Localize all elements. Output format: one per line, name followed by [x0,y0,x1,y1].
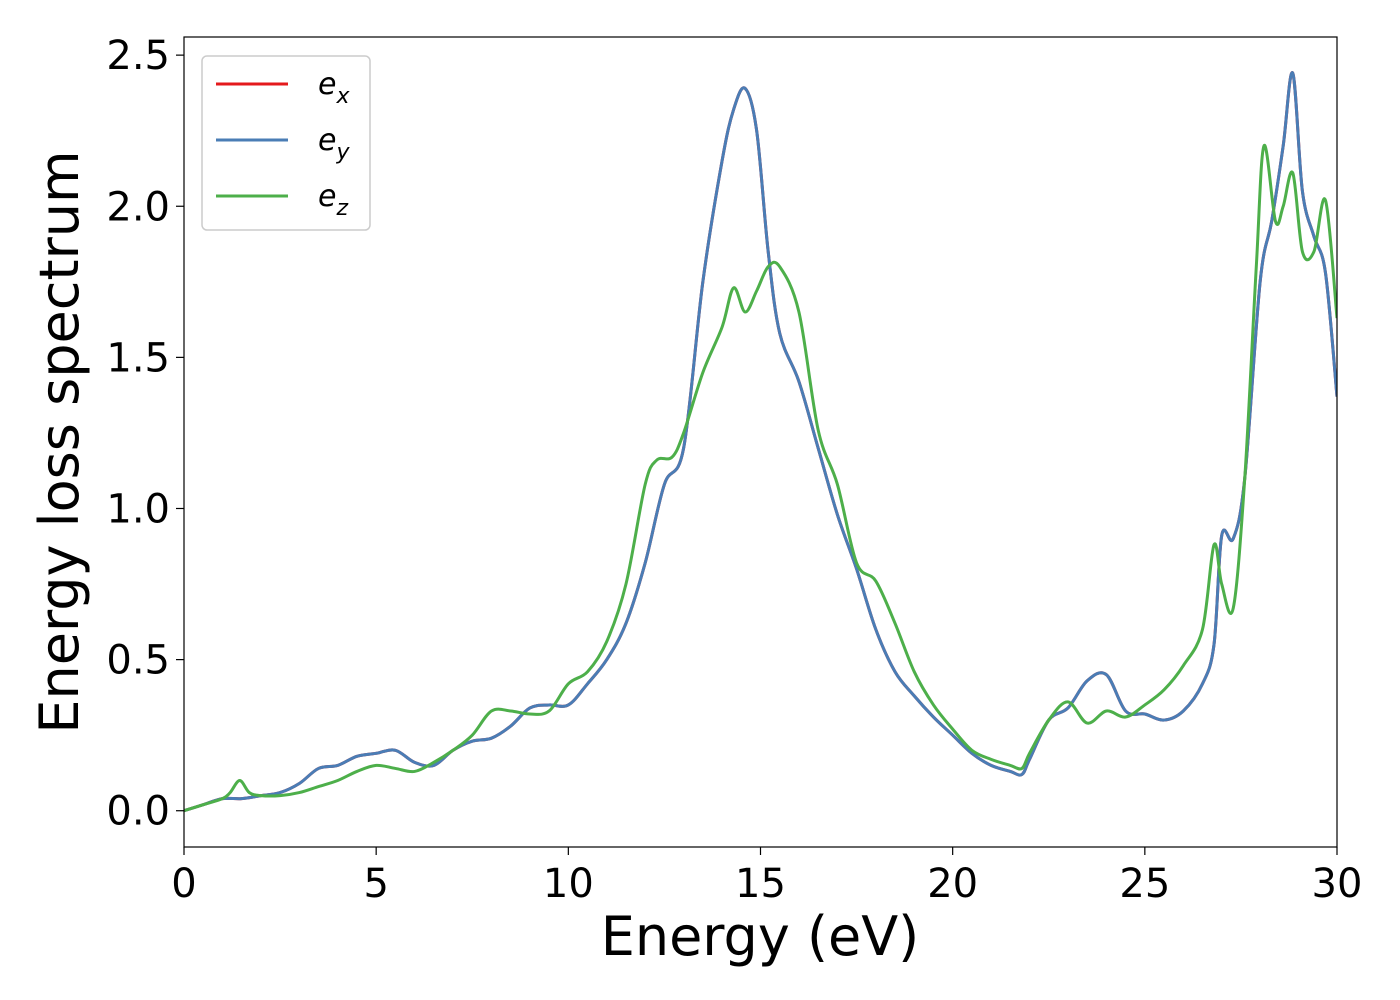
legend: ex ey ez [201,55,371,231]
x-tick-label: 0 [171,861,196,907]
x-tick-label: 5 [363,861,388,907]
legend-box [201,55,371,231]
y-tick-label: 0.0 [106,789,170,835]
x-axis: 0 5 10 15 20 25 30 [171,847,1362,907]
x-axis-label: Energy (eV) [601,905,920,968]
x-tick-label: 20 [927,861,978,907]
y-tick-label: 2.0 [106,184,170,230]
x-tick-label: 15 [735,861,786,907]
x-tick-label: 30 [1312,861,1363,907]
series-line-y [184,71,1337,813]
legend-label-z: ez [318,179,348,221]
series-layer [184,71,1337,813]
y-tick-label: 1.0 [106,486,170,532]
y-tick-label: 2.5 [106,33,170,79]
legend-label-x: ex [318,67,350,109]
y-axis-label: Energy loss spectrum [28,150,91,733]
y-tick-label: 0.5 [106,638,170,684]
y-tick-label: 1.5 [106,335,170,381]
x-tick-label: 10 [543,861,594,907]
series-line-z [184,144,1337,813]
y-axis: 0.0 0.5 1.0 1.5 2.0 2.5 [106,33,184,835]
legend-label-y: ey [318,123,350,165]
x-tick-label: 25 [1119,861,1170,907]
